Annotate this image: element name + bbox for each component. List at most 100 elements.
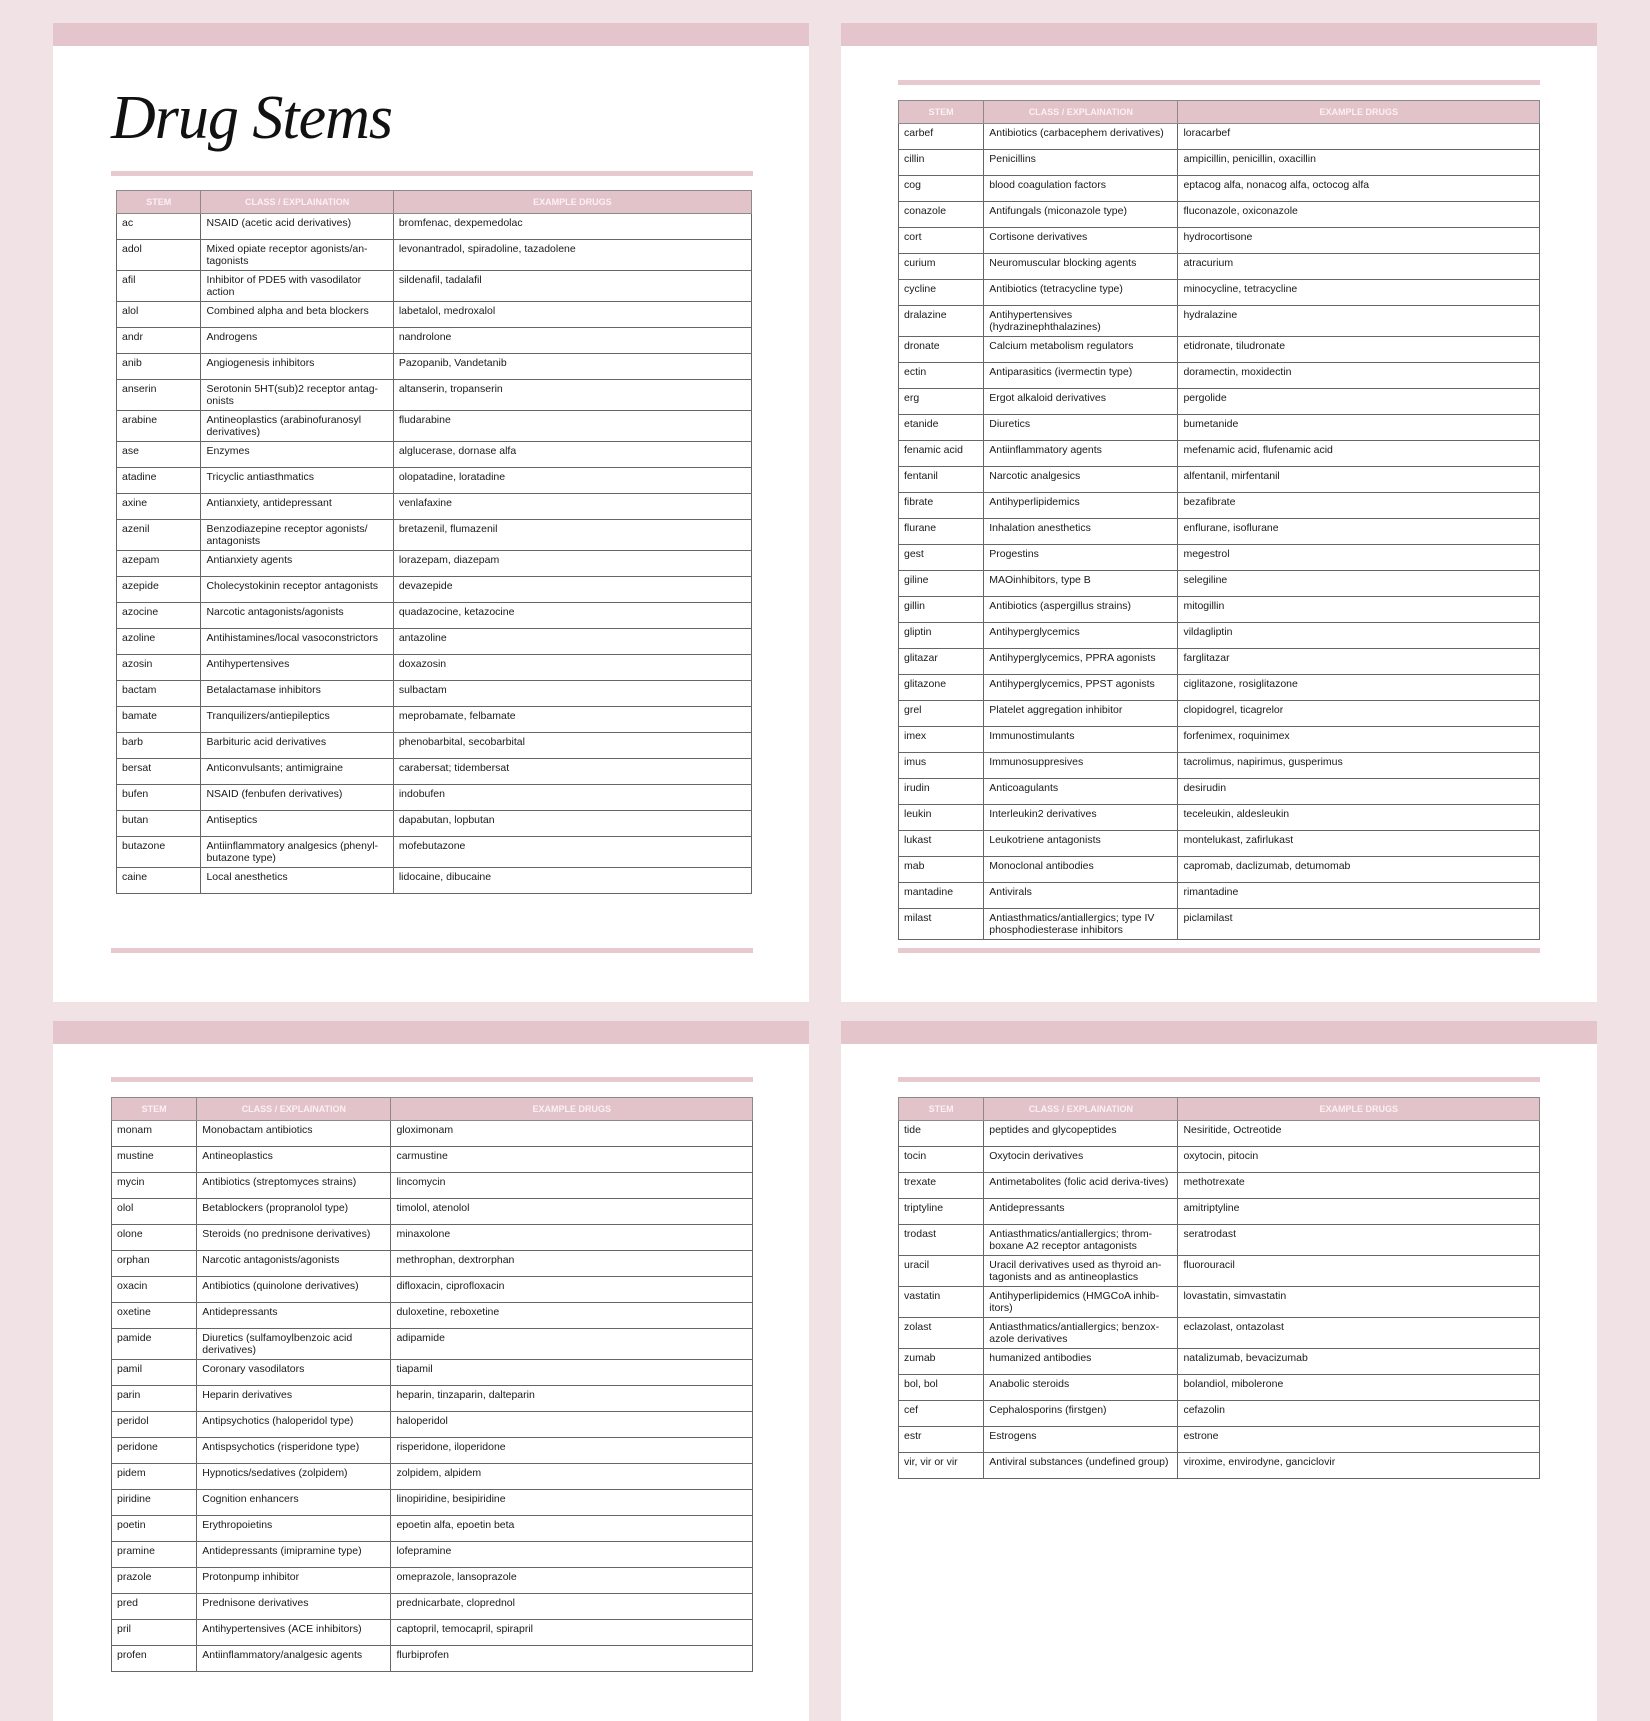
table-row: pred Prednisone derivatives prednicarbate,…: [110, 1593, 753, 1620]
header-drugs: EXAMPLE DRUGS: [1177, 100, 1540, 124]
drugs-cell: omeprazole, lansoprazole: [390, 1567, 753, 1594]
class-cell: Antiseptics: [200, 810, 394, 837]
class-cell: Neuromuscular blocking agents: [983, 253, 1179, 280]
class-cell: Antiinflammatory analgesics (phenyl-buta…: [200, 836, 394, 868]
stem-cell: axine: [115, 493, 202, 520]
drugs-cell: cefazolin: [1177, 1400, 1540, 1427]
drugs-cell: bezafibrate: [1177, 492, 1540, 519]
class-cell: Angiogenesis inhibitors: [200, 353, 394, 380]
drugs-cell: heparin, tinzaparin, dalteparin: [390, 1385, 753, 1412]
class-cell: Combined alpha and beta blockers: [200, 301, 394, 328]
header-drugs: EXAMPLE DRUGS: [1177, 1097, 1540, 1121]
stem-cell: cillin: [897, 149, 985, 176]
table-row: piridine Cognition enhancers linopiridine,…: [110, 1489, 753, 1516]
table-row: dralazine Antihypertensives (hydrazinepht…: [897, 305, 1540, 337]
table-row: adol Mixed opiate receptor agonists/an-ta…: [115, 239, 753, 271]
stem-cell: fenamic acid: [897, 440, 985, 467]
stem-cell: tide: [897, 1120, 985, 1147]
page-header-bar: [841, 1021, 1597, 1044]
stem-cell: peridone: [110, 1437, 198, 1464]
table-row: anserin Serotonin 5HT(sub)2 receptor anta…: [115, 379, 753, 411]
drugs-cell: lofepramine: [390, 1541, 753, 1568]
class-cell: Platelet aggregation inhibitor: [983, 700, 1179, 727]
table-header-row: STEM CLASS / EXPLAINATION EXAMPLE DRUGS: [110, 1097, 753, 1121]
stem-cell: flurane: [897, 518, 985, 545]
stem-cell: ectin: [897, 362, 985, 389]
drugs-cell: doramectin, moxidectin: [1177, 362, 1540, 389]
stem-cell: butazone: [115, 836, 202, 868]
drugs-cell: lidocaine, dibucaine: [392, 867, 753, 894]
drugs-cell: hydrocortisone: [1177, 227, 1540, 254]
stem-cell: trodast: [897, 1224, 985, 1256]
class-cell: Antidepressants: [196, 1302, 392, 1329]
stem-cell: triptyline: [897, 1198, 985, 1225]
table-row: afil Inhibitor of PDE5 with vasodilator a…: [115, 270, 753, 302]
drugs-cell: carmustine: [390, 1146, 753, 1173]
table-row: azepide Cholecystokinin receptor antagoni…: [115, 576, 753, 603]
class-cell: Narcotic analgesics: [983, 466, 1179, 493]
drugs-cell: ampicillin, penicillin, oxacillin: [1177, 149, 1540, 176]
stem-cell: cort: [897, 227, 985, 254]
class-cell: Antidepressants: [983, 1198, 1179, 1225]
drugs-cell: levonantradol, spiradoline, tazadolene: [392, 239, 753, 271]
drugs-cell: natalizumab, bevacizumab: [1177, 1348, 1540, 1375]
stem-cell: azepam: [115, 550, 202, 577]
divider-top: [898, 80, 1540, 85]
divider-bottom: [111, 948, 753, 953]
class-cell: Diuretics (sulfamoylbenzoic acid derivat…: [196, 1328, 392, 1360]
drugs-cell: bretazenil, flumazenil: [392, 519, 753, 551]
table-row: fibrate Antihyperlipidemics bezafibrate: [897, 492, 1540, 519]
drugs-cell: minaxolone: [390, 1224, 753, 1251]
class-cell: Antiinflammatory agents: [983, 440, 1179, 467]
stem-cell: bol, bol: [897, 1374, 985, 1401]
class-cell: Antihypertensives (ACE inhibitors): [196, 1619, 392, 1646]
drugs-cell: viroxime, envirodyne, ganciclovir: [1177, 1452, 1540, 1479]
class-cell: Progestins: [983, 544, 1179, 571]
drugs-cell: pergolide: [1177, 388, 1540, 415]
class-cell: Narcotic antagonists/agonists: [196, 1250, 392, 1277]
stem-cell: pidem: [110, 1463, 198, 1490]
stem-cell: bufen: [115, 784, 202, 811]
table-row: pramine Antidepressants (imipramine type)…: [110, 1541, 753, 1568]
class-cell: Antidepressants (imipramine type): [196, 1541, 392, 1568]
stem-cell: pramine: [110, 1541, 198, 1568]
drugs-cell: doxazosin: [392, 654, 753, 681]
class-cell: Tranquilizers/antiepileptics: [200, 706, 394, 733]
stem-cell: zolast: [897, 1317, 985, 1349]
table-row: bamate Tranquilizers/antiepileptics meprob…: [115, 706, 753, 733]
table-row: azoline Antihistamines/local vasoconstric…: [115, 628, 753, 655]
class-cell: Antiasthmatics/antiallergics; type IV ph…: [983, 908, 1179, 940]
table-row: uracil Uracil derivatives used as thyroid…: [897, 1255, 1540, 1287]
drugs-cell: sulbactam: [392, 680, 753, 707]
page-title: Drug Stems: [111, 84, 393, 152]
stem-cell: mustine: [110, 1146, 198, 1173]
stem-cell: bamate: [115, 706, 202, 733]
drugs-cell: mitogillin: [1177, 596, 1540, 623]
drugs-cell: duloxetine, reboxetine: [390, 1302, 753, 1329]
table-row: cillin Penicillins ampicillin, penicillin,…: [897, 149, 1540, 176]
drugs-cell: forfenimex, roquinimex: [1177, 726, 1540, 753]
page-header-bar: [53, 1021, 809, 1044]
class-cell: NSAID (acetic acid derivatives): [200, 213, 394, 240]
table-row: pril Antihypertensives (ACE inhibitors) ca…: [110, 1619, 753, 1646]
class-cell: Monobactam antibiotics: [196, 1120, 392, 1147]
header-stem: STEM: [110, 1097, 198, 1121]
class-cell: Antineoplastics: [196, 1146, 392, 1173]
drugs-cell: dapabutan, lopbutan: [392, 810, 753, 837]
table-row: vastatin Antihyperlipidemics (HMGCoA inhi…: [897, 1286, 1540, 1318]
class-cell: Antihypertensives (hydrazinephthalazines…: [983, 305, 1179, 337]
table-row: monam Monobactam antibiotics gloximonam: [110, 1120, 753, 1147]
drugs-cell: devazepide: [392, 576, 753, 603]
table-row: olone Steroids (no prednisone derivatives…: [110, 1224, 753, 1251]
table-row: ase Enzymes alglucerase, dornase alfa: [115, 441, 753, 468]
drugs-cell: bumetanide: [1177, 414, 1540, 441]
class-cell: MAOinhibitors, type B: [983, 570, 1179, 597]
class-cell: Antihyperlipidemics (HMGCoA inhib-itors): [983, 1286, 1179, 1318]
table-row: azosin Antihypertensives doxazosin: [115, 654, 753, 681]
drugs-cell: alglucerase, dornase alfa: [392, 441, 753, 468]
class-cell: Antispsychotics (risperidone type): [196, 1437, 392, 1464]
stem-cell: dralazine: [897, 305, 985, 337]
table-row: milast Antiasthmatics/antiallergics; type…: [897, 908, 1540, 940]
stem-cell: mycin: [110, 1172, 198, 1199]
drugs-cell: methrophan, dextrorphan: [390, 1250, 753, 1277]
